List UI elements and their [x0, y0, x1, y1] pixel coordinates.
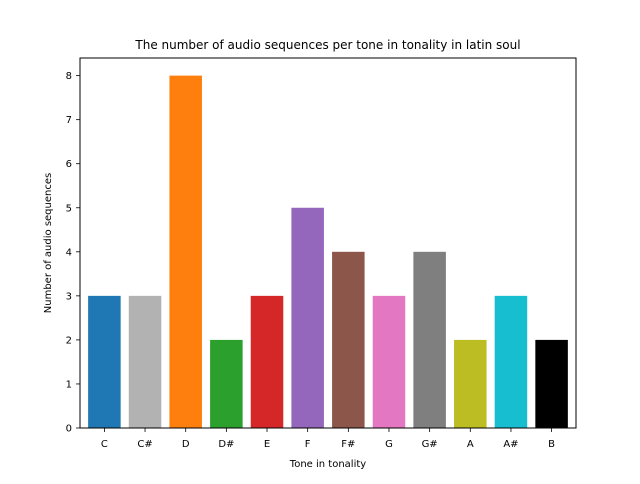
- y-tick-label: 5: [66, 203, 72, 214]
- x-tick-label: G: [385, 439, 393, 450]
- x-tick-label: C#: [137, 439, 152, 450]
- y-tick-label: 2: [66, 335, 72, 346]
- x-tick-label: F#: [341, 439, 355, 450]
- y-tick-label: 8: [66, 71, 72, 82]
- x-tick-label: G#: [422, 439, 438, 450]
- x-tick-label: D#: [218, 439, 234, 450]
- x-tick-label: F: [305, 439, 311, 450]
- bar-f: [291, 207, 324, 428]
- bar-c-sharp: [128, 295, 162, 428]
- bar-g: [372, 295, 406, 428]
- bar-c: [88, 295, 121, 428]
- y-axis-label: Number of audio sequences: [43, 173, 54, 313]
- bars-layer: [88, 75, 568, 429]
- chart-title: The number of audio sequences per tone i…: [134, 38, 520, 52]
- bar-a: [454, 339, 487, 428]
- x-ticks: C C# D D# E F F# G G# A A# B: [101, 428, 555, 450]
- bar-g-sharp: [413, 251, 446, 428]
- y-tick-label: 4: [66, 247, 72, 258]
- x-tick-label: B: [548, 439, 555, 450]
- y-tick-label: 7: [66, 115, 72, 126]
- x-tick-label: A#: [503, 439, 518, 450]
- x-tick-label: D: [182, 439, 190, 450]
- x-axis-label: Tone in tonality: [289, 459, 366, 470]
- y-tick-label: 6: [66, 159, 72, 170]
- bar-a-sharp: [494, 295, 528, 428]
- bar-d-sharp: [210, 339, 243, 428]
- y-tick-label: 0: [66, 424, 72, 435]
- y-tick-label: 3: [66, 291, 72, 302]
- x-tick-label: E: [264, 439, 270, 450]
- y-tick-label: 1: [66, 379, 72, 390]
- bar-f-sharp: [332, 251, 365, 428]
- bar-d: [169, 75, 202, 429]
- y-ticks: 0 1 2 3 4 5 6 7 8: [66, 71, 80, 435]
- bar-e: [250, 295, 284, 428]
- x-tick-label: C: [101, 439, 108, 450]
- plot-frame: [79, 57, 577, 429]
- bar-b: [535, 339, 568, 428]
- x-tick-label: A: [467, 439, 474, 450]
